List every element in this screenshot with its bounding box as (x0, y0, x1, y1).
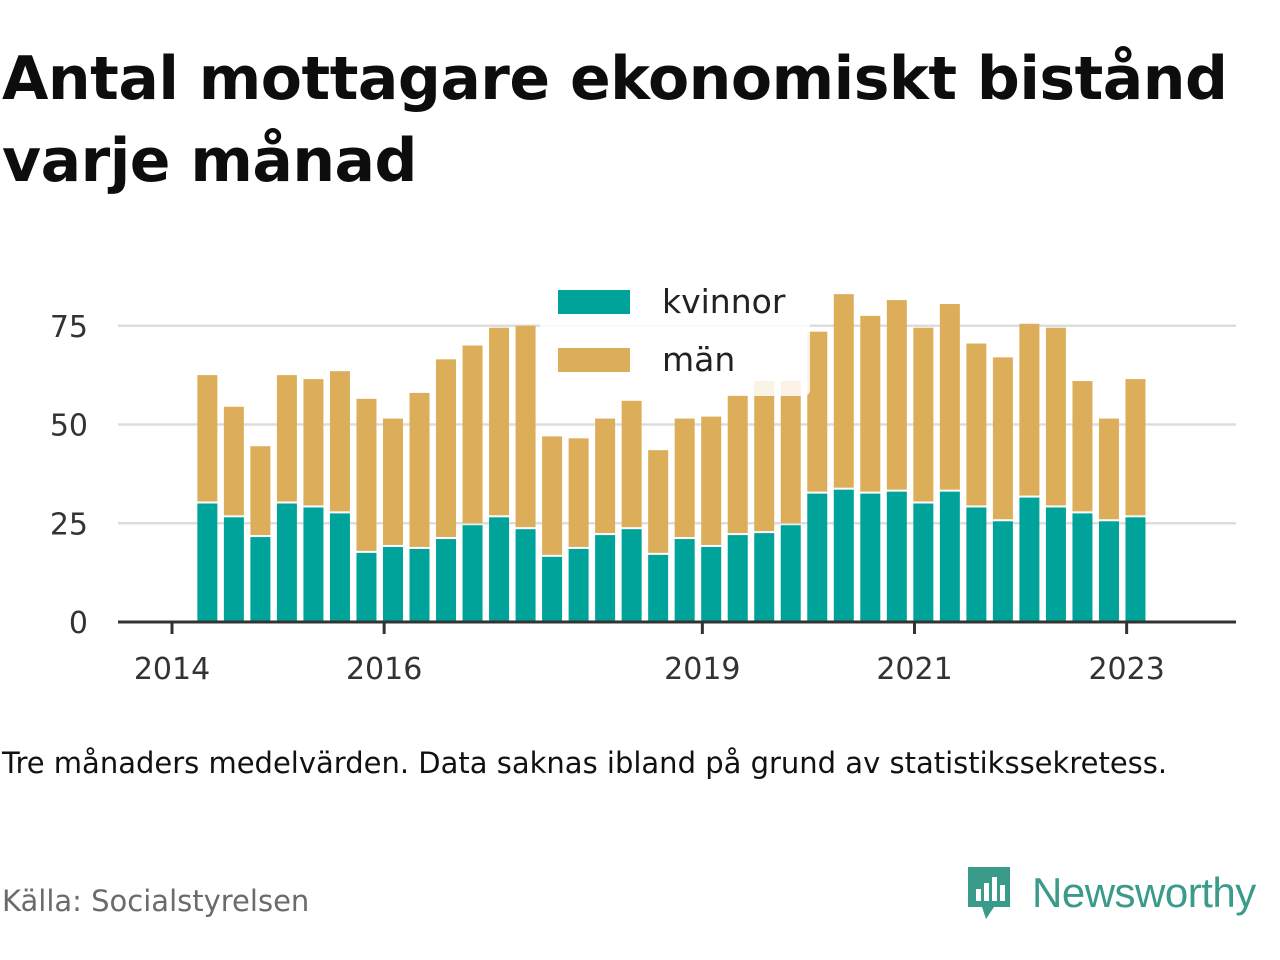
bar-män-2019-05 (727, 394, 748, 534)
legend-box (540, 310, 810, 396)
bar-män-2017-11 (568, 438, 589, 547)
bar-kvinnor-2021-08 (966, 507, 987, 622)
bar-kvinnor-2019-11 (780, 525, 801, 622)
bar-kvinnor-2018-11 (674, 539, 695, 622)
bar-kvinnor-2018-02 (595, 535, 616, 622)
bar-män-2015-08 (329, 371, 350, 512)
bar-män-2016-05 (409, 392, 430, 547)
chart-note: Tre månaders medelvärden. Data saknas ib… (2, 746, 1168, 780)
bar-män-2016-08 (436, 359, 457, 538)
bar-män-2018-11 (674, 418, 695, 538)
source-label: Källa: Socialstyrelsen (2, 884, 310, 918)
bar-män-2018-02 (595, 418, 616, 534)
bar-kvinnor-2018-08 (648, 554, 669, 622)
x-tick-label: 2023 (1088, 652, 1164, 687)
axes (118, 620, 1236, 634)
bar-kvinnor-2019-08 (754, 533, 775, 622)
bar-män-2018-05 (621, 400, 642, 528)
bar-män-2016-11 (462, 345, 483, 524)
y-tick-labels: 0 25 50 75 (50, 310, 88, 641)
y-tick-label: 25 (50, 507, 88, 542)
bar-kvinnor-2022-02 (1019, 497, 1040, 622)
bar-kvinnor-2015-05 (303, 507, 324, 622)
bar-män-2021-02 (913, 327, 934, 502)
newsworthy-icon (968, 867, 1010, 919)
bar-kvinnor-2016-05 (409, 548, 430, 622)
bar-kvinnor-2016-02 (382, 546, 403, 622)
chart-title: Antal mottagare ekonomiskt bistånd varje… (2, 44, 1228, 196)
bar-kvinnor-2022-05 (1045, 507, 1066, 622)
bar-män-2020-08 (860, 315, 881, 492)
bar-kvinnor-2019-05 (727, 535, 748, 622)
bar-kvinnor-2017-08 (542, 556, 563, 622)
bar-kvinnor-2022-08 (1072, 513, 1093, 622)
bar-män-2017-08 (542, 436, 563, 555)
bar-kvinnor-2015-08 (329, 513, 350, 622)
y-tick-label: 75 (50, 310, 88, 345)
bar-män-2016-02 (382, 418, 403, 545)
bar-kvinnor-2015-02 (276, 503, 297, 622)
bar-kvinnor-2016-08 (436, 539, 457, 622)
bar-kvinnor-2014-11 (250, 537, 271, 622)
bar-män-2022-11 (1098, 418, 1119, 520)
bar-män-2021-11 (992, 357, 1013, 520)
bar-kvinnor-2019-02 (701, 546, 722, 622)
y-tick-label: 50 (50, 409, 88, 444)
bar-män-2022-08 (1072, 381, 1093, 512)
x-tick-label: 2019 (664, 652, 740, 687)
bar-kvinnor-2017-05 (515, 529, 536, 622)
legend-swatch-män (558, 348, 630, 372)
x-tick-label: 2021 (876, 652, 952, 687)
bar-män-2017-02 (489, 327, 510, 516)
bar-män-2014-05 (197, 375, 218, 502)
bar-kvinnor-2016-11 (462, 525, 483, 622)
newsworthy-logo[interactable]: Newsworthy (964, 860, 1256, 926)
bar-män-2023-02 (1125, 379, 1146, 516)
bar-kvinnor-2021-11 (992, 521, 1013, 622)
bar-kvinnor-2015-11 (356, 552, 377, 622)
bar-kvinnor-2020-11 (886, 491, 907, 622)
bar-män-2022-02 (1019, 323, 1040, 496)
bar-män-2019-11 (780, 381, 801, 524)
bar-kvinnor-2020-08 (860, 493, 881, 622)
bar-män-2017-05 (515, 325, 536, 528)
bar-män-2020-02 (807, 331, 828, 492)
y-tick-label: 0 (69, 606, 88, 641)
bar-män-2021-05 (939, 304, 960, 490)
bar-män-2015-11 (356, 398, 377, 551)
bar-män-2022-05 (1045, 327, 1066, 506)
bar-kvinnor-2017-11 (568, 548, 589, 622)
bar-chart: 0 25 50 75 2014 2016 2019 2021 2023 kvinnor män (50, 282, 1236, 687)
legend-swatch-kvinnor (558, 290, 630, 314)
bar-män-2015-02 (276, 375, 297, 502)
bar-män-2014-11 (250, 446, 271, 536)
bar-kvinnor-2020-02 (807, 493, 828, 622)
bar-män-2021-08 (966, 343, 987, 506)
x-tick-labels: 2014 2016 2019 2021 2023 (134, 652, 1165, 687)
bar-män-2015-05 (303, 379, 324, 506)
x-tick-label: 2016 (346, 652, 422, 687)
legend-label-kvinnor: kvinnor (662, 282, 786, 321)
bar-kvinnor-2022-11 (1098, 521, 1119, 622)
bar-män-2020-11 (886, 300, 907, 490)
bar-kvinnor-2021-05 (939, 491, 960, 622)
bar-män-2014-08 (223, 406, 244, 516)
bars (197, 294, 1146, 622)
brand-name: Newsworthy (1032, 869, 1256, 916)
bar-kvinnor-2014-08 (223, 517, 244, 622)
bar-kvinnor-2017-02 (489, 517, 510, 622)
bar-kvinnor-2023-02 (1125, 517, 1146, 622)
bar-män-2020-05 (833, 294, 854, 488)
legend-label-män: män (662, 340, 735, 379)
x-tick-label: 2014 (134, 652, 210, 687)
bar-kvinnor-2021-02 (913, 503, 934, 622)
bar-kvinnor-2020-05 (833, 489, 854, 622)
legend: kvinnor män (540, 282, 810, 396)
bar-män-2018-08 (648, 450, 669, 553)
bar-kvinnor-2014-05 (197, 503, 218, 622)
bar-män-2019-02 (701, 416, 722, 545)
bar-kvinnor-2018-05 (621, 529, 642, 622)
bar-män-2019-08 (754, 381, 775, 532)
